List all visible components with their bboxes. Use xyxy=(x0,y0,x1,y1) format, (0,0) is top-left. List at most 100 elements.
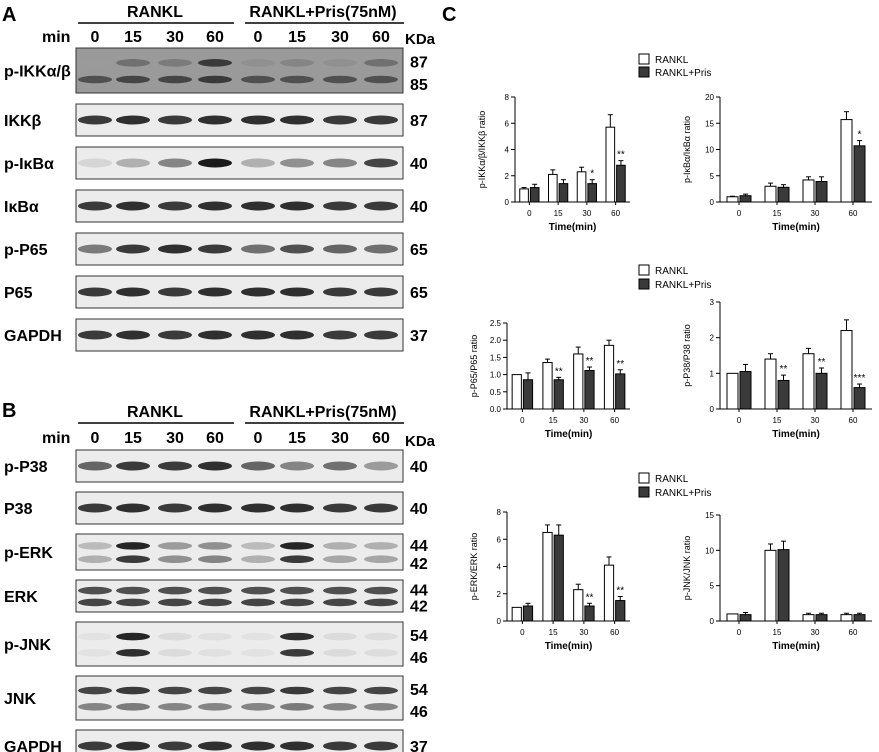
blot-band xyxy=(241,244,275,254)
blot-band xyxy=(116,59,150,67)
protein-label: IκBα xyxy=(4,199,39,216)
x-tick-label: 60 xyxy=(611,209,620,218)
y-tick-label: 15 xyxy=(705,119,714,128)
blot-band xyxy=(323,555,357,563)
time-labels: 0 15 30 60 0 15 30 60 xyxy=(91,29,390,46)
blot-band xyxy=(198,287,232,297)
blot-band xyxy=(323,586,357,595)
blot-band xyxy=(241,649,275,657)
blot-band xyxy=(158,555,192,563)
bar-rankl-pris xyxy=(615,373,626,410)
x-tick-label: 15 xyxy=(549,416,558,425)
blot-band xyxy=(241,632,275,641)
time-label: 60 xyxy=(372,430,390,447)
x-tick-label: 0 xyxy=(527,209,532,218)
blot-band xyxy=(78,115,112,125)
x-tick-label: 30 xyxy=(811,416,820,425)
y-tick-label: 0 xyxy=(505,198,510,207)
legend-label-rankl-pris: RANKL+Pris xyxy=(655,280,711,291)
time-label: 0 xyxy=(91,430,100,447)
bar-rankl-pris xyxy=(777,549,790,622)
y-axis-label: p-ERK/ERK ratio xyxy=(469,533,479,601)
blot-band xyxy=(78,555,112,563)
time-label: 30 xyxy=(331,29,349,46)
x-axis-label: Time(min) xyxy=(549,222,597,233)
blot-band xyxy=(280,542,314,550)
blot-band xyxy=(116,115,150,125)
blot-band xyxy=(158,75,192,84)
bar-rankl xyxy=(511,374,522,410)
legend-swatch-rankl-pris xyxy=(638,278,650,290)
blot-membrane xyxy=(75,729,404,752)
x-axis-label: Time(min) xyxy=(545,429,593,440)
bar-chart: 0.0 0.5 1.0 1.5 2.0 2.5 p-P65/P65 ratio Time(mi… xyxy=(469,319,630,440)
blot-membrane xyxy=(75,579,404,613)
blot-band xyxy=(158,741,192,751)
significance-marker: * xyxy=(590,169,594,180)
time-label: 0 xyxy=(91,29,100,46)
blot-row: IKKβ 87 xyxy=(4,103,428,137)
x-tick-label: 60 xyxy=(610,416,619,425)
x-tick-label: 30 xyxy=(811,628,820,637)
bar-rankl xyxy=(573,589,584,622)
bar-rankl xyxy=(726,613,739,622)
blot-band xyxy=(241,555,275,563)
significance-marker: ** xyxy=(780,364,788,375)
blot-band xyxy=(116,703,150,711)
x-tick-label: 15 xyxy=(773,416,782,425)
legend-label-rankl: RANKL xyxy=(655,55,689,66)
blot-band xyxy=(241,287,275,297)
blot-band xyxy=(280,632,314,641)
blot-band xyxy=(198,703,232,711)
time-label: 15 xyxy=(288,29,306,46)
group-label-rankl-pris: RANKL+Pris(75nM) xyxy=(249,404,396,421)
bar-rankl xyxy=(726,372,739,410)
blot-band xyxy=(364,244,398,254)
bar-rankl-pris xyxy=(587,183,597,203)
blot-band xyxy=(280,201,314,211)
significance-marker: *** xyxy=(854,373,866,384)
blot-band xyxy=(116,586,150,595)
blot-band xyxy=(323,158,357,168)
bar-rankl-pris xyxy=(584,369,595,410)
blot-band xyxy=(198,632,232,641)
y-tick-label: 0 xyxy=(710,617,715,626)
blot-band xyxy=(241,75,275,84)
blot-band xyxy=(323,686,357,695)
blot-band xyxy=(78,598,112,607)
bar-rankl xyxy=(802,353,815,410)
y-tick-label: 1.0 xyxy=(490,371,502,380)
panel-label-a: A xyxy=(2,4,16,26)
blot-band xyxy=(158,542,192,550)
time-label: 15 xyxy=(288,430,306,447)
blot-band xyxy=(198,598,232,607)
blot-band xyxy=(116,244,150,254)
bar-rankl xyxy=(840,119,853,203)
x-tick-label: 0 xyxy=(737,209,742,218)
bar-rankl-pris xyxy=(815,181,828,203)
blot-row: p-JNK 54 46 xyxy=(4,621,428,667)
blot-band xyxy=(78,503,112,513)
protein-label: JNK xyxy=(4,691,36,708)
min-label: min xyxy=(42,430,70,447)
bar-rankl xyxy=(764,185,777,203)
protein-label: p-JNK xyxy=(4,637,52,654)
blot-band xyxy=(280,59,314,67)
blot-band xyxy=(280,330,314,340)
blot-row: p-IKKα/β 87 85 xyxy=(4,47,428,94)
legend-swatch-rankl xyxy=(638,53,650,65)
blot-band xyxy=(241,686,275,695)
blot-band xyxy=(241,158,275,168)
blot-band xyxy=(158,201,192,211)
blot-band xyxy=(364,330,398,340)
x-tick-label: 15 xyxy=(773,209,782,218)
blot-band xyxy=(323,244,357,254)
blot-band xyxy=(116,686,150,695)
blot-band xyxy=(198,461,232,471)
blot-band xyxy=(116,503,150,513)
bar-rankl xyxy=(603,564,615,622)
blot-row: GAPDH 37 xyxy=(4,318,428,352)
blot-band xyxy=(241,598,275,607)
